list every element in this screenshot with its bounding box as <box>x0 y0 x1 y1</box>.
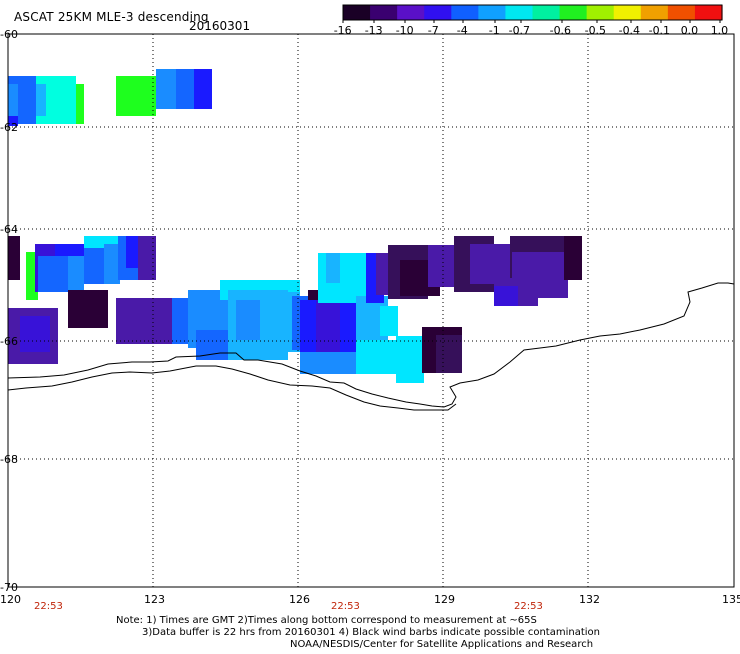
note-line-2: 3)Data buffer is 22 hrs from 20160301 4)… <box>142 627 600 638</box>
colorbar-tick-label: 1.0 <box>710 24 729 37</box>
coastline-antarctica <box>7 282 735 408</box>
latitude-label: -60 <box>0 28 18 41</box>
swath-cell <box>326 253 340 283</box>
colorbar-tick-label: -16 <box>333 24 352 37</box>
swath-cell <box>55 244 85 256</box>
map-date: 20160301 <box>189 19 251 33</box>
swath-cell <box>518 286 538 306</box>
note-line-1: Note: 1) Times are GMT 2)Times along bot… <box>116 615 537 626</box>
lat-lon-grid <box>7 33 735 588</box>
longitude-label: 120 <box>0 593 21 606</box>
swath-cell <box>564 236 582 280</box>
colorbar-segment <box>451 5 479 20</box>
longitude-label: 123 <box>144 593 165 606</box>
colorbar-segment <box>397 5 425 20</box>
colorbar-segment <box>559 5 588 20</box>
colorbar-tick-label: -7 <box>427 24 439 37</box>
colorbar-tick-label: -0.7 <box>508 24 531 37</box>
swath-cell <box>8 236 20 280</box>
coastline-ice-shelf <box>7 365 457 411</box>
longitude-label: 129 <box>434 593 455 606</box>
swath-cell <box>20 316 50 352</box>
colorbar-segment <box>343 5 371 20</box>
swath-cell <box>156 69 176 109</box>
swath-cell <box>104 244 120 284</box>
colorbar-segment <box>424 5 452 20</box>
longitude-label: 135 <box>722 593 740 606</box>
colorbar-segment <box>667 5 696 20</box>
swath-cell <box>126 236 138 268</box>
swath-cell <box>68 290 108 328</box>
longitude-label: 126 <box>289 593 310 606</box>
swath-cell <box>116 76 156 116</box>
colorbar-segment <box>478 5 507 20</box>
colorbar-tick-label: -0.1 <box>648 24 671 37</box>
swath-cell <box>194 69 212 109</box>
swath-cell <box>308 290 318 300</box>
time-label: 22:53 <box>34 601 63 612</box>
longitude-label: 132 <box>579 593 600 606</box>
colorbar-frame <box>342 4 723 21</box>
colorbar-segment <box>532 5 561 20</box>
swath-cell <box>36 84 46 116</box>
latitude-label: -70 <box>0 581 18 594</box>
colorbar-segment <box>694 5 723 20</box>
swath-cell <box>68 256 84 292</box>
swath-cell <box>176 69 194 109</box>
map-frame <box>7 33 735 588</box>
colorbar-tick-label: -10 <box>395 24 414 37</box>
swath-cell <box>116 298 176 344</box>
colorbar-segment <box>640 5 669 20</box>
colorbar-segment <box>613 5 642 20</box>
colorbar-tick-label: -4 <box>456 24 468 37</box>
swath-data <box>8 69 582 383</box>
colorbar-segment <box>370 5 398 20</box>
swath-cell <box>396 336 424 383</box>
colorbar-segment <box>586 5 615 20</box>
colorbar-segment <box>505 5 534 20</box>
swath-cell <box>38 256 68 292</box>
swath-cell <box>494 286 518 306</box>
colorbar <box>342 4 723 23</box>
latitude-label: -62 <box>0 121 18 134</box>
latitude-label: -64 <box>0 223 18 236</box>
coastline <box>7 282 735 411</box>
swath-cell <box>8 116 18 126</box>
colorbar-tick-label: -1 <box>488 24 500 37</box>
swath-cell <box>138 236 156 280</box>
swath-cell <box>494 246 514 296</box>
time-label: 22:53 <box>331 601 360 612</box>
colorbar-tick-label: -0.6 <box>549 24 572 37</box>
colorbar-tick-label: -13 <box>364 24 383 37</box>
swath-cell <box>538 270 568 298</box>
swath-cell <box>84 248 104 284</box>
colorbar-tick-label: -0.5 <box>584 24 607 37</box>
latitude-label: -68 <box>0 453 18 466</box>
latitude-label: -66 <box>0 335 18 348</box>
swath-cell <box>172 298 192 344</box>
swath-cell <box>318 253 368 303</box>
colorbar-tick-label: 0.0 <box>680 24 699 37</box>
swath-cell <box>380 306 398 336</box>
swath-cell <box>8 84 18 116</box>
map-title: ASCAT 25KM MLE-3 descending <box>14 10 209 24</box>
time-label: 22:53 <box>514 601 543 612</box>
note-line-3: NOAA/NESDIS/Center for Satellite Applica… <box>290 639 594 650</box>
colorbar-tick-label: -0.4 <box>618 24 641 37</box>
swath-cell <box>76 84 84 124</box>
swath-cell <box>300 352 360 374</box>
swath-cell <box>356 340 396 374</box>
